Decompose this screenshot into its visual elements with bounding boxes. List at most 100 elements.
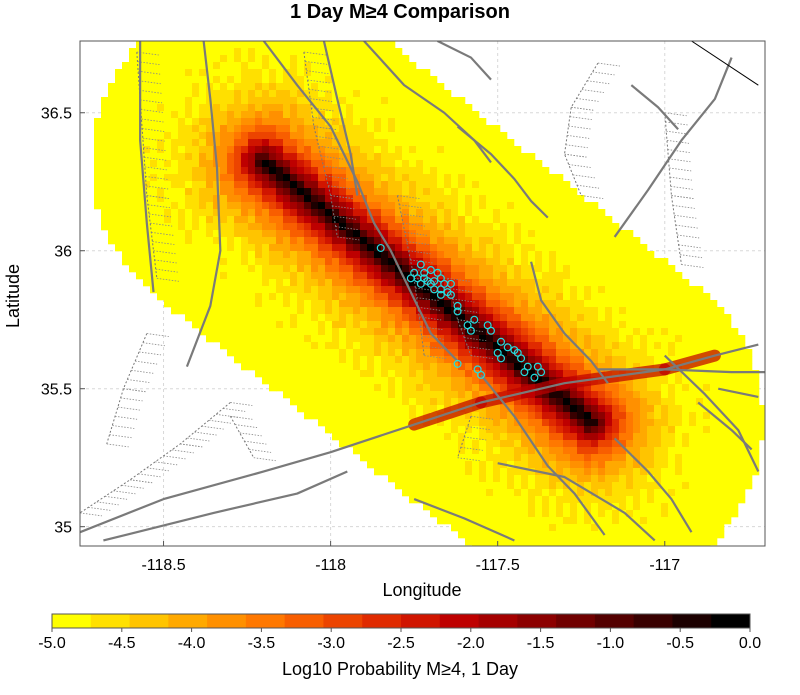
heatmap-cell (640, 377, 648, 385)
heatmap-cell (325, 363, 333, 371)
heatmap-cell (605, 321, 613, 329)
heatmap-cell (353, 321, 361, 329)
heatmap-cell (661, 503, 669, 511)
heatmap-cell (269, 349, 277, 357)
heatmap-cell (115, 209, 123, 217)
heatmap-cell (311, 244, 319, 252)
heatmap-cell (521, 307, 529, 315)
heatmap-cell (297, 370, 305, 378)
heatmap-cell (192, 202, 200, 210)
heatmap-cell (164, 188, 172, 196)
hatch-tick (171, 449, 194, 454)
heatmap-cell (626, 447, 634, 455)
heatmap-cell (325, 321, 333, 329)
heatmap-cell (94, 202, 102, 210)
heatmap-cell (486, 314, 494, 322)
heatmap-cell (129, 181, 137, 189)
heatmap-cell (185, 41, 193, 49)
heatmap-cell (283, 41, 291, 49)
heatmap-cell (584, 468, 592, 476)
heatmap-cell (248, 272, 256, 280)
heatmap-cell (304, 384, 312, 392)
hatch-tick (677, 234, 700, 239)
heatmap-cell (535, 496, 543, 504)
earthquake-point (453, 359, 462, 368)
heatmap-cell (199, 293, 207, 301)
heatmap-cell (703, 377, 711, 385)
heatmap-cell (178, 300, 186, 308)
heatmap-cell (234, 342, 242, 350)
heatmap-cell (689, 524, 697, 532)
heatmap-cell (710, 538, 718, 546)
heatmap-cell (633, 440, 641, 448)
heatmap-cell (311, 384, 319, 392)
heatmap-cell (353, 76, 361, 84)
heatmap-cell (374, 237, 382, 245)
heatmap-cell (605, 251, 613, 259)
heatmap-cell (213, 90, 221, 98)
heatmap-cell (472, 412, 480, 420)
heatmap-cell (367, 335, 375, 343)
hatch-tick (153, 250, 176, 255)
heatmap-cell (213, 146, 221, 154)
heatmap-cell (731, 356, 739, 364)
heatmap-cell (661, 426, 669, 434)
heatmap-cell (696, 517, 704, 525)
heatmap-cell (94, 181, 102, 189)
heatmap-cell (192, 314, 200, 322)
heatmap-cell (752, 384, 760, 392)
heatmap-cell (626, 342, 634, 350)
heatmap-cell (346, 384, 354, 392)
heatmap-cell (129, 83, 137, 91)
heatmap-cell (479, 181, 487, 189)
heatmap-cell (199, 41, 207, 49)
heatmap-cell (325, 335, 333, 343)
heatmap-cell (157, 251, 165, 259)
heatmap-cell (360, 363, 368, 371)
heatmap-cell (605, 342, 613, 350)
heatmap-cell (269, 335, 277, 343)
heatmap-cell (318, 118, 326, 126)
heatmap-cell (710, 503, 718, 511)
heatmap-cell (220, 237, 228, 245)
heatmap-cell (563, 244, 571, 252)
heatmap-cell (213, 293, 221, 301)
heatmap-cell (297, 62, 305, 70)
heatmap-cell (437, 342, 445, 350)
heatmap-cell (598, 489, 606, 497)
heatmap-cell (542, 419, 550, 427)
heatmap-cell (472, 517, 480, 525)
hatch-tick (123, 388, 146, 393)
heatmap-cell (570, 503, 578, 511)
heatmap-cell (472, 195, 480, 203)
heatmap-cell (367, 307, 375, 315)
heatmap-cell (654, 510, 662, 518)
heatmap-cell (164, 48, 172, 56)
heatmap-cell (423, 230, 431, 238)
heatmap-cell (227, 139, 235, 147)
heatmap-cell (451, 454, 459, 462)
hatch-tick (109, 434, 132, 439)
heatmap-cell (696, 419, 704, 427)
heatmap-cell (94, 153, 102, 161)
heatmap-cell (395, 300, 403, 308)
heatmap-cell (500, 447, 508, 455)
heatmap-cell (367, 223, 375, 231)
heatmap-cell (486, 349, 494, 357)
heatmap-cell (689, 538, 697, 546)
heatmap-cell (626, 426, 634, 434)
hatch-tick (564, 153, 587, 158)
heatmap-cell (234, 349, 242, 357)
heatmap-cell (325, 97, 333, 105)
heatmap-cell (416, 475, 424, 483)
heatmap-cell (598, 293, 606, 301)
heatmap-cell (171, 272, 179, 280)
heatmap-cell (185, 307, 193, 315)
heatmap-cell (241, 83, 249, 91)
heatmap-cell (171, 69, 179, 77)
boundary-line (691, 41, 759, 86)
heatmap-cell (542, 370, 550, 378)
heatmap-cell (514, 412, 522, 420)
heatmap-cell (619, 510, 627, 518)
heatmap-cell (248, 314, 256, 322)
